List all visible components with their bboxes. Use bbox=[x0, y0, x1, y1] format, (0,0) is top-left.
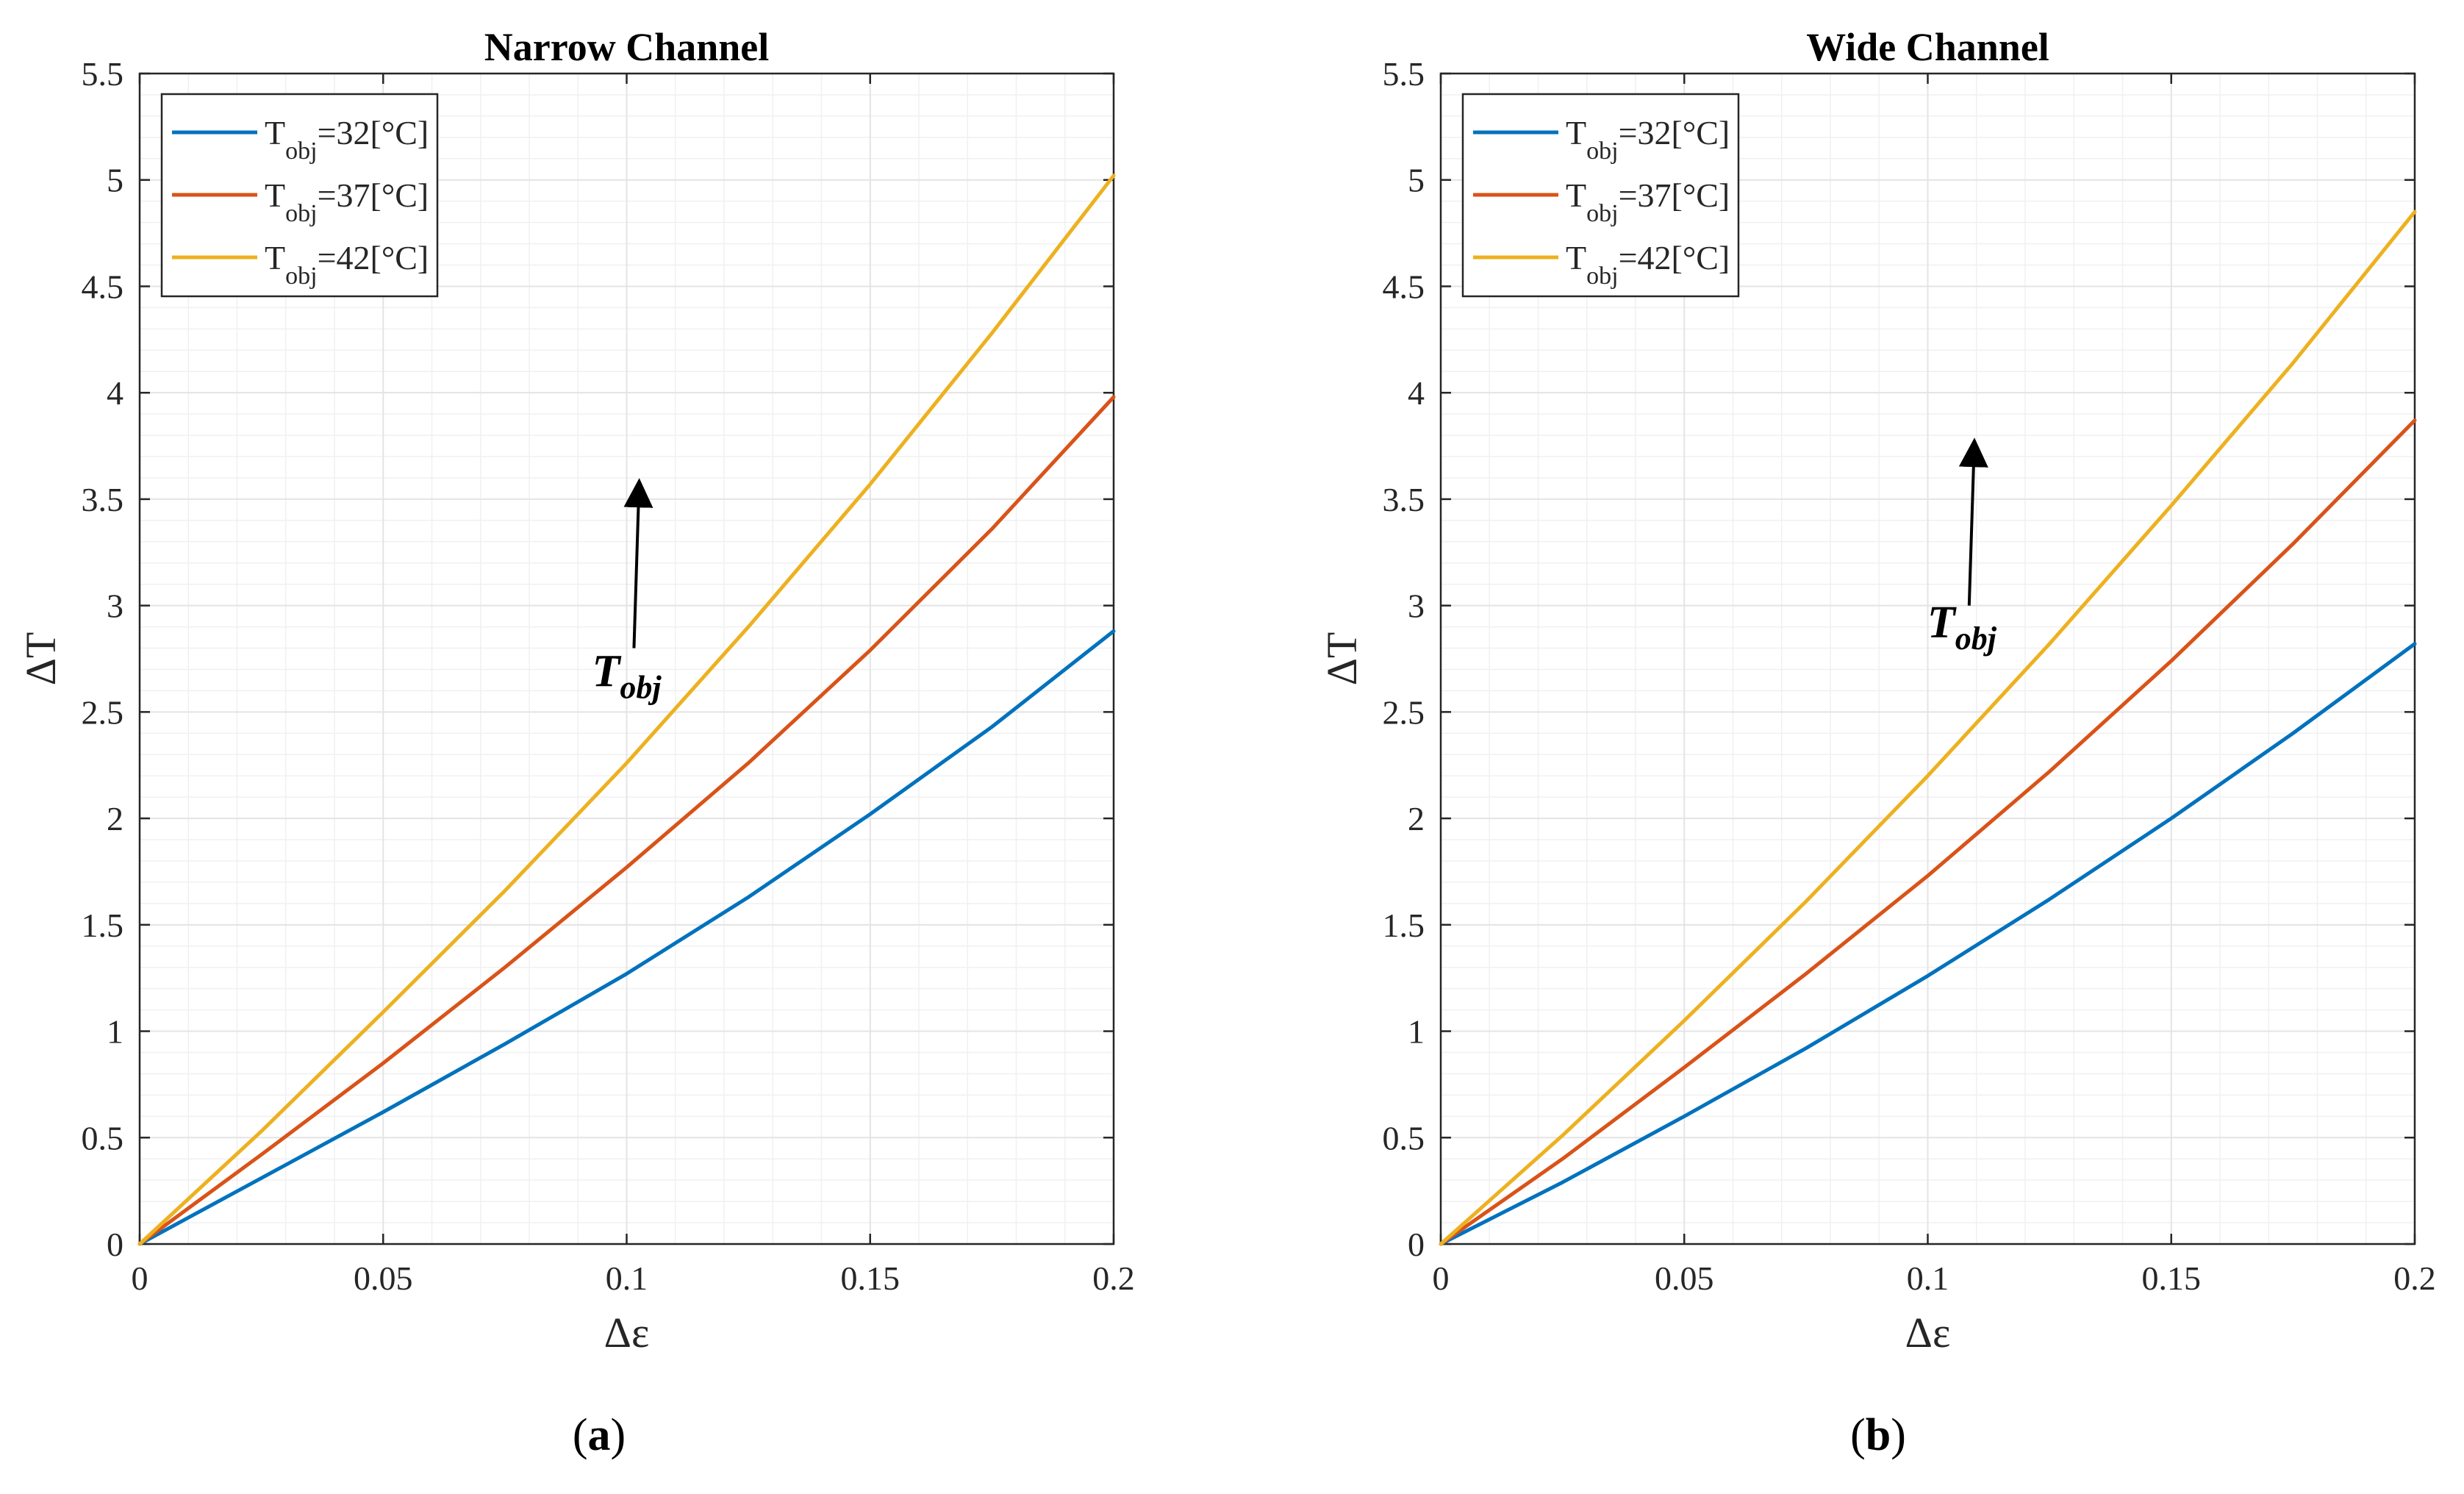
y-axis-label: ΔT bbox=[17, 632, 65, 686]
series-line-2 bbox=[137, 174, 1116, 1246]
y-tick-label: 1 bbox=[1408, 1013, 1425, 1051]
legend-entry-2: Tobj=42[°C] bbox=[265, 239, 429, 290]
y-tick-label: 0.5 bbox=[1383, 1119, 1425, 1157]
panel-caption: (b) bbox=[1850, 1410, 1906, 1460]
x-tick-label: 0.1 bbox=[606, 1259, 648, 1297]
x-tick-label: 0 bbox=[1433, 1259, 1450, 1297]
x-axis-label: Δε bbox=[604, 1309, 650, 1357]
y-tick-label: 5.5 bbox=[1383, 55, 1425, 93]
y-tick-label: 2 bbox=[107, 800, 123, 837]
y-tick-label: 5.5 bbox=[82, 55, 124, 93]
annotation-arrow bbox=[623, 478, 653, 648]
chart-title: Wide Channel bbox=[1806, 25, 2049, 69]
chart-panel-0: 0 0.05 0.1 0.15 0.2 0 0.5 1 1.5 2 2.5 3 3.5 4 4.5 5 5.5 N… bbox=[17, 25, 1135, 1460]
y-tick-label: 4.5 bbox=[1383, 268, 1425, 305]
legend-entry-1: Tobj=37[°C] bbox=[1566, 176, 1730, 227]
chart-panel-1: 0 0.05 0.1 0.15 0.2 0 0.5 1 1.5 2 2.5 3 3.5 4 4.5 5 5.5 W… bbox=[1318, 25, 2436, 1460]
series-line-1 bbox=[1439, 418, 2417, 1246]
series-line-0 bbox=[1439, 642, 2417, 1246]
y-tick-label: 5 bbox=[1408, 162, 1425, 199]
panel-caption: (a) bbox=[573, 1410, 626, 1460]
y-tick-label: 3 bbox=[107, 587, 123, 625]
y-tick-label: 2.5 bbox=[82, 693, 124, 731]
y-tick-label: 0 bbox=[1408, 1226, 1425, 1263]
x-tick-label: 0.15 bbox=[2142, 1259, 2202, 1297]
x-axis-label: Δε bbox=[1905, 1309, 1951, 1357]
legend-entry-0: Tobj=32[°C] bbox=[265, 114, 429, 165]
y-tick-label: 1.5 bbox=[82, 907, 124, 944]
annotation-label: Tobj bbox=[592, 647, 662, 706]
y-tick-label: 4 bbox=[1408, 374, 1425, 412]
legend: Tobj=32[°C] Tobj=37[°C] Tobj=42[°C] bbox=[160, 93, 439, 298]
annotation-label: Tobj bbox=[1927, 598, 1997, 657]
legend: Tobj=32[°C] Tobj=37[°C] Tobj=42[°C] bbox=[1461, 93, 1740, 298]
x-tick-label: 0.05 bbox=[354, 1259, 413, 1297]
x-tick-label: 0 bbox=[132, 1259, 148, 1297]
y-tick-label: 3.5 bbox=[82, 481, 124, 518]
y-tick-label: 0.5 bbox=[82, 1119, 124, 1157]
annotation-arrow bbox=[1958, 437, 1988, 606]
y-tick-label: 5 bbox=[107, 162, 123, 199]
y-tick-label: 3.5 bbox=[1383, 481, 1425, 518]
y-tick-label: 2.5 bbox=[1383, 693, 1425, 731]
y-axis-label: ΔT bbox=[1318, 632, 1366, 686]
y-tick-label: 1.5 bbox=[1383, 907, 1425, 944]
y-tick-label: 2 bbox=[1408, 800, 1425, 837]
x-tick-label: 0.15 bbox=[841, 1259, 900, 1297]
x-tick-label: 0.1 bbox=[1907, 1259, 1949, 1297]
series-line-0 bbox=[137, 629, 1116, 1246]
x-tick-label: 0.05 bbox=[1655, 1259, 1714, 1297]
legend-entry-0: Tobj=32[°C] bbox=[1566, 114, 1730, 165]
y-tick-label: 0 bbox=[107, 1226, 123, 1263]
y-tick-label: 3 bbox=[1408, 587, 1425, 625]
x-tick-label: 0.2 bbox=[2393, 1259, 2436, 1297]
chart-title: Narrow Channel bbox=[484, 25, 770, 69]
legend-entry-1: Tobj=37[°C] bbox=[265, 176, 429, 227]
series-line-1 bbox=[137, 395, 1116, 1246]
y-tick-label: 4.5 bbox=[82, 268, 124, 305]
y-tick-label: 1 bbox=[107, 1013, 123, 1051]
series-line-2 bbox=[1439, 210, 2417, 1246]
legend-entry-2: Tobj=42[°C] bbox=[1566, 239, 1730, 290]
x-tick-label: 0.2 bbox=[1092, 1259, 1135, 1297]
y-tick-label: 4 bbox=[107, 374, 123, 412]
